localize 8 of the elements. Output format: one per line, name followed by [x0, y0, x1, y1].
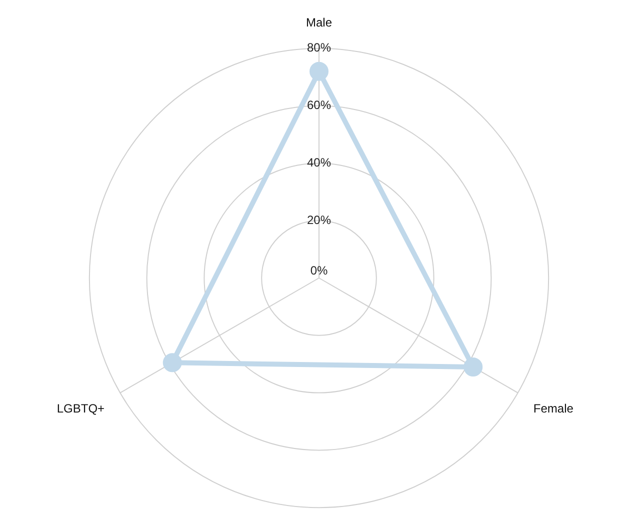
- y-tick-label: 20%: [306, 212, 332, 227]
- y-tick-label: 40%: [306, 156, 332, 170]
- y-tick-label: 80%: [306, 40, 332, 55]
- y-tick-label: 60%: [306, 98, 332, 112]
- spoke-label: Male: [306, 16, 332, 30]
- spoke-label: Female: [533, 401, 574, 416]
- y-tick-label: 0%: [310, 263, 328, 278]
- spoke-label: LGBTQ+: [56, 401, 105, 416]
